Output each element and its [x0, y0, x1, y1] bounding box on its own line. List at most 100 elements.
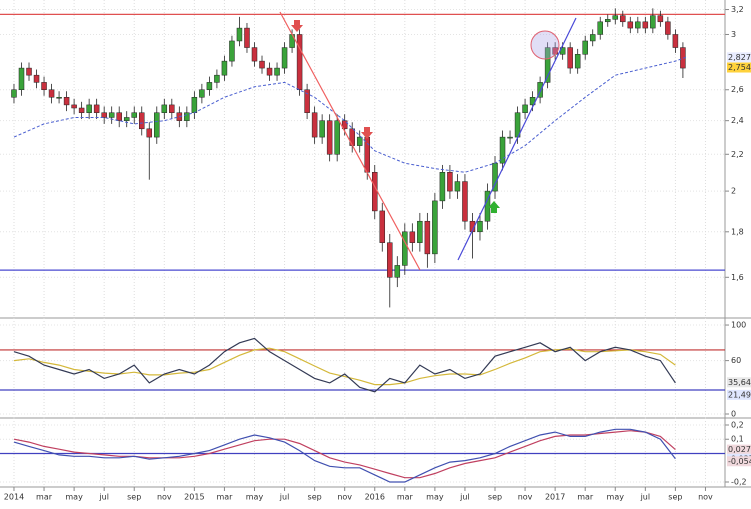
- candle-body: [522, 104, 528, 113]
- candle-body: [41, 82, 47, 90]
- candle-body: [63, 97, 70, 106]
- candle-body: [86, 104, 92, 113]
- candle-body: [78, 107, 85, 113]
- value-marker-label: 2,8277: [728, 53, 751, 62]
- candle-body: [296, 34, 303, 90]
- candle-body: [319, 120, 325, 138]
- value-marker-label: 35,645: [728, 378, 751, 387]
- y-tick-label: -0,2: [731, 478, 747, 487]
- y-tick-label: 100: [731, 321, 746, 330]
- candle-body: [567, 47, 573, 69]
- candle-body: [507, 136, 513, 139]
- x-tick-label: jul: [459, 493, 470, 502]
- x-tick-label: jul: [98, 493, 109, 502]
- x-tick-label: sep: [488, 493, 502, 502]
- candle-body: [93, 104, 100, 113]
- y-tick-label: 2,4: [731, 116, 744, 125]
- candle-body: [334, 120, 340, 155]
- candle-body: [221, 60, 228, 76]
- candle-body: [574, 54, 581, 69]
- candle-body: [402, 231, 408, 266]
- candle-body: [123, 117, 130, 121]
- x-tick-label: may: [607, 493, 625, 502]
- candle-body: [424, 220, 431, 255]
- candle-body: [582, 40, 588, 55]
- x-tick-label: nov: [698, 493, 713, 502]
- candle-body: [604, 19, 611, 23]
- y-tick-label: 1,6: [731, 273, 744, 282]
- candle-body: [244, 27, 250, 48]
- candle-body: [432, 200, 438, 255]
- candle-body: [417, 220, 423, 243]
- candle-body: [597, 21, 603, 35]
- x-tick-label: 2015: [184, 493, 204, 502]
- candle-body: [409, 231, 416, 243]
- candle-body: [657, 15, 664, 23]
- x-tick-label: 2016: [365, 493, 385, 502]
- value-marker: [727, 377, 751, 388]
- candle-body: [56, 97, 62, 99]
- y-tick-label: 0,2: [731, 420, 744, 429]
- candle-body: [356, 136, 363, 146]
- candle-body: [477, 220, 483, 233]
- candle-body: [161, 104, 168, 113]
- value-marker: [727, 389, 751, 400]
- x-tick-label: may: [426, 493, 444, 502]
- candle-body: [169, 104, 175, 113]
- x-tick-label: 2014: [4, 493, 24, 502]
- annotations: [279, 11, 577, 271]
- y-tick-label: 3: [731, 30, 736, 39]
- candle-body: [627, 21, 634, 29]
- candle-body: [672, 34, 679, 48]
- value-marker-label: -0,0545: [728, 457, 751, 466]
- value-marker: [727, 62, 751, 73]
- x-tick-label: jul: [279, 493, 290, 502]
- candle-body: [191, 97, 198, 113]
- candle-body: [387, 242, 393, 278]
- candle-body: [139, 112, 145, 130]
- candle-body: [184, 112, 190, 121]
- x-tick-label: sep: [308, 493, 322, 502]
- candle-body: [372, 172, 378, 212]
- candle-body: [48, 89, 55, 98]
- candle-body: [11, 89, 17, 98]
- candle-body: [364, 136, 370, 173]
- candle-body: [146, 128, 153, 138]
- candle-body: [33, 74, 40, 83]
- candle-body: [439, 172, 446, 202]
- candle-body: [18, 67, 25, 90]
- candle-body: [266, 67, 273, 76]
- x-tick-label: nov: [337, 493, 352, 502]
- candle-body: [642, 21, 649, 29]
- x-tick-label: sep: [668, 493, 682, 502]
- candle-body: [462, 181, 468, 222]
- x-tick-label: nov: [157, 493, 172, 502]
- candle-body: [394, 265, 401, 278]
- y-tick-label: 2: [731, 187, 736, 196]
- candle-body: [499, 136, 506, 164]
- candle-body: [537, 82, 543, 98]
- down-arrow: [291, 20, 303, 32]
- x-tick-label: mar: [216, 493, 233, 502]
- candle-body: [214, 74, 220, 83]
- candle-body: [101, 112, 107, 118]
- x-tick-label: mar: [397, 493, 414, 502]
- y-tick-label: 2,6: [731, 85, 744, 94]
- value-marker-label: 21,491: [728, 390, 751, 399]
- y-tick-label: 0,1: [731, 435, 744, 444]
- candle-body: [71, 104, 77, 109]
- candle-body: [154, 112, 160, 138]
- candle-body: [281, 47, 288, 69]
- candle-body: [454, 181, 461, 192]
- candle-body: [311, 112, 318, 138]
- series-line: [13, 337, 676, 393]
- candle-body: [589, 34, 596, 42]
- candle-body: [199, 89, 205, 98]
- x-tick-label: sep: [127, 493, 141, 502]
- candle-body: [447, 172, 453, 192]
- candle-body: [116, 112, 122, 121]
- down-arrow: [361, 127, 373, 139]
- x-tick-label: mar: [577, 493, 594, 502]
